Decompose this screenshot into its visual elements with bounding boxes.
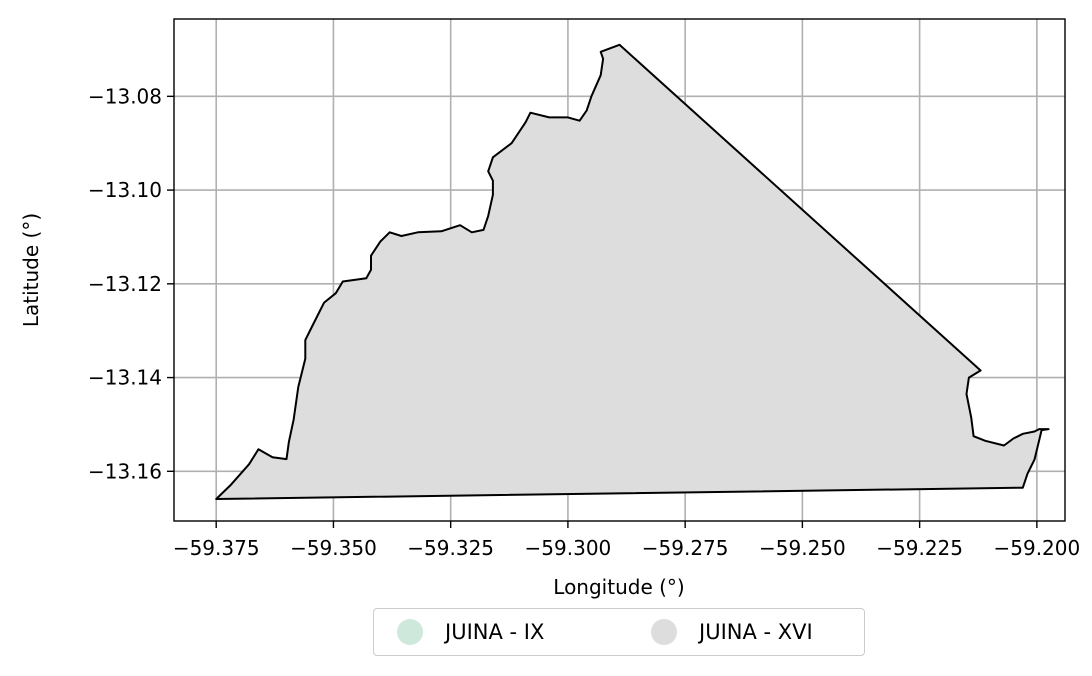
legend-marker bbox=[397, 619, 423, 645]
legend-label: JUINA - IX bbox=[445, 620, 545, 644]
y-axis-label: Latitude (°) bbox=[19, 213, 43, 327]
x-tick-label: −59.250 bbox=[759, 536, 846, 560]
polygon-juina-xvi bbox=[215, 43, 1050, 500]
y-tick-label: −13.08 bbox=[88, 84, 162, 108]
x-tick-label: −59.375 bbox=[173, 536, 260, 560]
legend-marker bbox=[651, 619, 677, 645]
map-area bbox=[215, 43, 1050, 500]
y-tick-label: −13.16 bbox=[88, 459, 162, 483]
legend: JUINA - IX JUINA - XVI bbox=[373, 608, 865, 656]
x-tick-label: −59.275 bbox=[642, 536, 729, 560]
y-tick-label: −13.14 bbox=[88, 366, 162, 390]
plot-frame bbox=[173, 18, 1066, 522]
x-axis-label: Longitude (°) bbox=[553, 575, 684, 599]
x-tick-label: −59.300 bbox=[525, 536, 612, 560]
legend-label: JUINA - XVI bbox=[699, 620, 813, 644]
x-tick-label: −59.200 bbox=[993, 536, 1080, 560]
y-tick-label: −13.10 bbox=[88, 178, 162, 202]
legend-item-juina-xvi: JUINA - XVI bbox=[651, 609, 813, 655]
x-tick-label: −59.350 bbox=[290, 536, 377, 560]
legend-item-juina-ix: JUINA - IX bbox=[397, 609, 544, 655]
y-tick-label: −13.12 bbox=[88, 272, 162, 296]
ticks: −59.375 −59.350 −59.325 −59.300 −59.275 −59.2… bbox=[88, 84, 1080, 560]
x-tick-label: −59.225 bbox=[876, 536, 963, 560]
x-tick-label: −59.325 bbox=[407, 536, 494, 560]
